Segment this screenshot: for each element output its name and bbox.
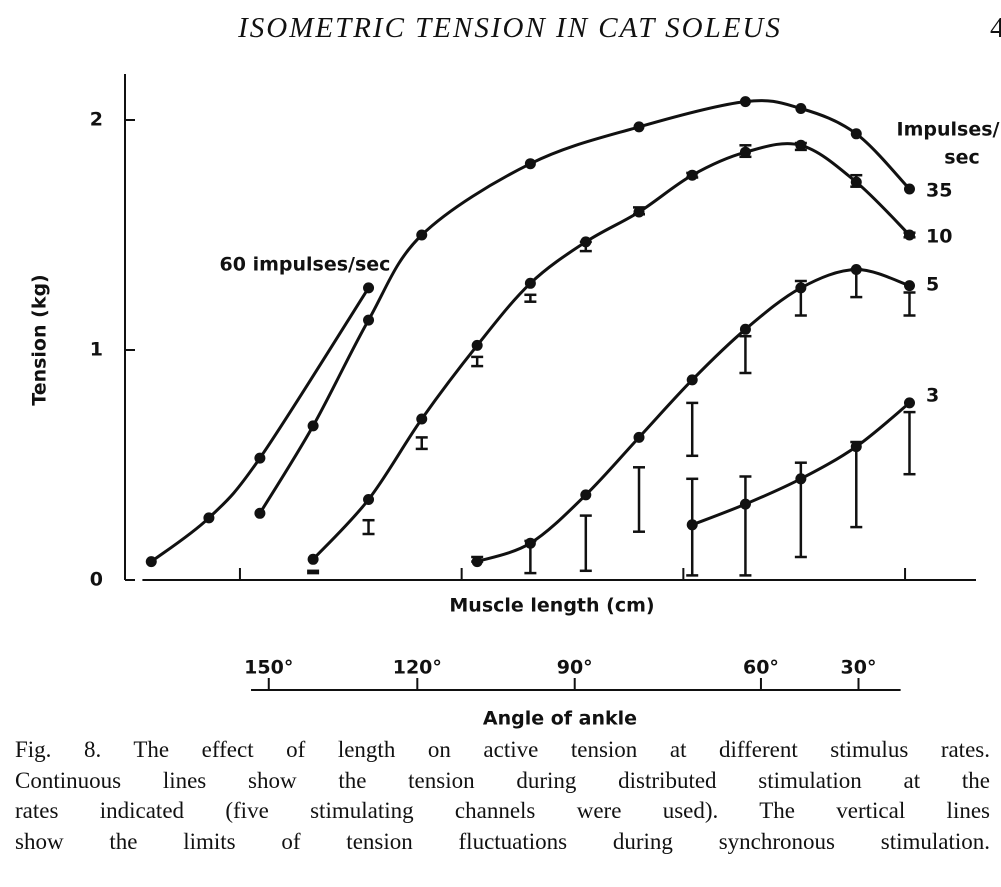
data-point [795,473,807,485]
series-label: 60 impulses/sec [220,254,391,276]
series-label: 3 [926,385,939,407]
y-axis-title: Tension (kg) [29,274,51,405]
caption-line: rates indicated (five stimulating channe… [15,798,990,823]
chart: Tension (kg) Muscle length (cm) Angle of… [29,74,1000,730]
data-point [795,139,807,151]
data-point [903,183,915,195]
fluctuation-range [307,569,320,575]
curve [258,99,911,515]
fluctuation-range [686,401,699,458]
data-point [145,556,157,568]
data-point [471,339,483,351]
data-point [307,420,319,432]
angle-axis-title: Angle of ankle [483,708,637,730]
series-label: 10 [926,226,952,248]
legend-title: Impulses/ [897,119,1000,141]
angle-tick-label: 30° [841,657,877,679]
caption-line: show the limits of tension fluctuations … [15,828,990,854]
data-point [686,169,698,181]
angle-tick-label: 60° [743,657,779,679]
fluctuation-range [415,436,428,451]
data-point [580,489,592,501]
running-header: ISOMETRIC TENSION IN CAT SOLEUS 4 [0,12,1001,52]
curve [312,142,911,561]
data-point [850,441,862,453]
data-point [416,229,428,241]
data-point [850,176,862,188]
page-number: 4 [990,12,1001,44]
caption-line: Continuous lines show the tension during… [15,767,990,793]
data-point [739,323,751,335]
angle-tick-label: 150° [244,657,293,679]
data-point [686,519,698,531]
data-point [254,507,266,519]
data-point [363,314,375,326]
angle-tick-label: 120° [393,657,442,679]
fluctuation-range [903,291,916,317]
y-tick-label: 0 [90,569,103,591]
data-point [416,413,428,425]
data-point [471,556,483,568]
data-point [795,103,807,114]
data-point [903,229,915,241]
fluctuation-range [633,466,646,533]
data-point [903,397,915,409]
fluctuation-range [579,514,592,573]
data-point [739,146,751,158]
fluctuation-range [362,518,375,536]
data-point [739,96,751,108]
header-title: ISOMETRIC TENSION IN CAT SOLEUS [238,12,782,44]
data-point [903,280,915,292]
series-label: 35 [926,180,952,202]
fluctuation-range [850,440,863,529]
data-point [203,512,215,524]
series-label: 5 [926,274,939,296]
figure-caption: Fig. 8. The effect of length on active t… [15,735,990,857]
data-point [850,128,862,140]
legend-title: sec [944,147,979,169]
data-point [363,282,375,294]
fluctuation-range [903,410,916,476]
x-axis-title: Muscle length (cm) [449,595,654,617]
data-point [254,452,266,464]
data-point [363,494,375,505]
data-point [850,264,862,275]
fluctuation-range [524,293,537,303]
angle-tick-label: 90° [557,657,593,679]
caption-line: Fig. 8. The effect of length on active t… [15,737,990,762]
y-tick-label: 2 [90,109,103,131]
data-point [524,277,536,289]
data-point [633,206,645,218]
fluctuation-range [471,355,484,368]
data-point [524,537,536,549]
fluctuation-range [739,475,752,577]
curve [150,287,370,563]
data-point [739,498,751,510]
data-point [633,431,645,443]
data-point [686,374,698,386]
fluctuation-range [739,334,752,375]
data-point [795,282,807,294]
data-point [524,158,536,170]
data-point [307,553,319,565]
data-point [580,236,592,248]
data-point [633,121,645,133]
y-tick-label: 1 [90,339,103,361]
